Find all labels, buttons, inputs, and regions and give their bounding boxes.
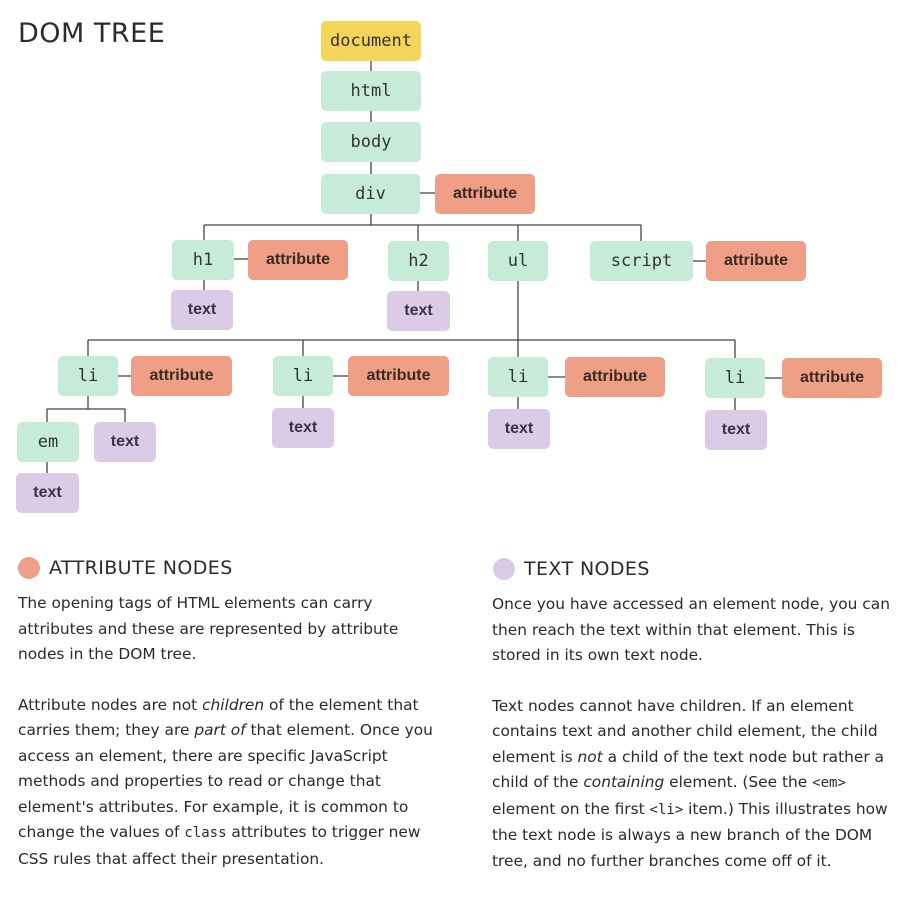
li-3-attribute-node: attribute bbox=[565, 357, 665, 397]
li-4-attribute-node: attribute bbox=[782, 358, 882, 398]
html-node: html bbox=[321, 71, 421, 111]
li-node-4: li bbox=[705, 358, 765, 398]
li-node-3: li bbox=[488, 357, 548, 397]
li-1-text-node: text bbox=[94, 422, 156, 462]
li-2-attribute-node: attribute bbox=[348, 356, 449, 396]
li-1-attribute-node: attribute bbox=[131, 356, 232, 396]
attribute-nodes-heading: ATTRIBUTE NODES bbox=[18, 557, 233, 579]
li-node-1: li bbox=[58, 356, 118, 396]
attribute-color-dot bbox=[18, 557, 40, 579]
attribute-nodes-paragraph-2: Attribute nodes are not children of the … bbox=[18, 695, 433, 868]
h1-node: h1 bbox=[172, 240, 234, 280]
text-nodes-heading: TEXT NODES bbox=[493, 558, 650, 580]
h2-text-node: text bbox=[387, 291, 450, 331]
text-nodes-heading-label: TEXT NODES bbox=[524, 558, 650, 580]
text-nodes-paragraph-1: Once you have accessed an element node, … bbox=[492, 595, 890, 664]
diagram-title: DOM TREE bbox=[18, 18, 166, 49]
text-nodes-paragraph-2: Text nodes cannot have children. If an e… bbox=[492, 696, 888, 870]
div-node: div bbox=[321, 174, 420, 214]
li-node-2: li bbox=[273, 356, 333, 396]
text-color-dot bbox=[493, 558, 515, 580]
body-node: body bbox=[321, 122, 421, 162]
li-3-text-node: text bbox=[488, 409, 550, 449]
h1-text-node: text bbox=[171, 290, 233, 330]
div-attribute-node: attribute bbox=[435, 174, 535, 214]
h1-attribute-node: attribute bbox=[248, 240, 348, 280]
attribute-nodes-heading-label: ATTRIBUTE NODES bbox=[49, 557, 233, 579]
em-text-node: text bbox=[16, 473, 79, 513]
tree-connectors bbox=[46, 61, 782, 473]
em-node: em bbox=[17, 422, 79, 462]
li-2-text-node: text bbox=[272, 408, 334, 448]
script-node: script bbox=[590, 241, 693, 281]
ul-node: ul bbox=[488, 241, 548, 281]
text-nodes-description: Once you have accessed an element node, … bbox=[492, 592, 907, 899]
attribute-nodes-paragraph-1: The opening tags of HTML elements can ca… bbox=[18, 594, 399, 663]
h2-node: h2 bbox=[388, 241, 449, 281]
document-node: document bbox=[321, 21, 421, 61]
attribute-nodes-description: The opening tags of HTML elements can ca… bbox=[18, 591, 448, 897]
li-4-text-node: text bbox=[705, 410, 767, 450]
script-attribute-node: attribute bbox=[706, 241, 806, 281]
